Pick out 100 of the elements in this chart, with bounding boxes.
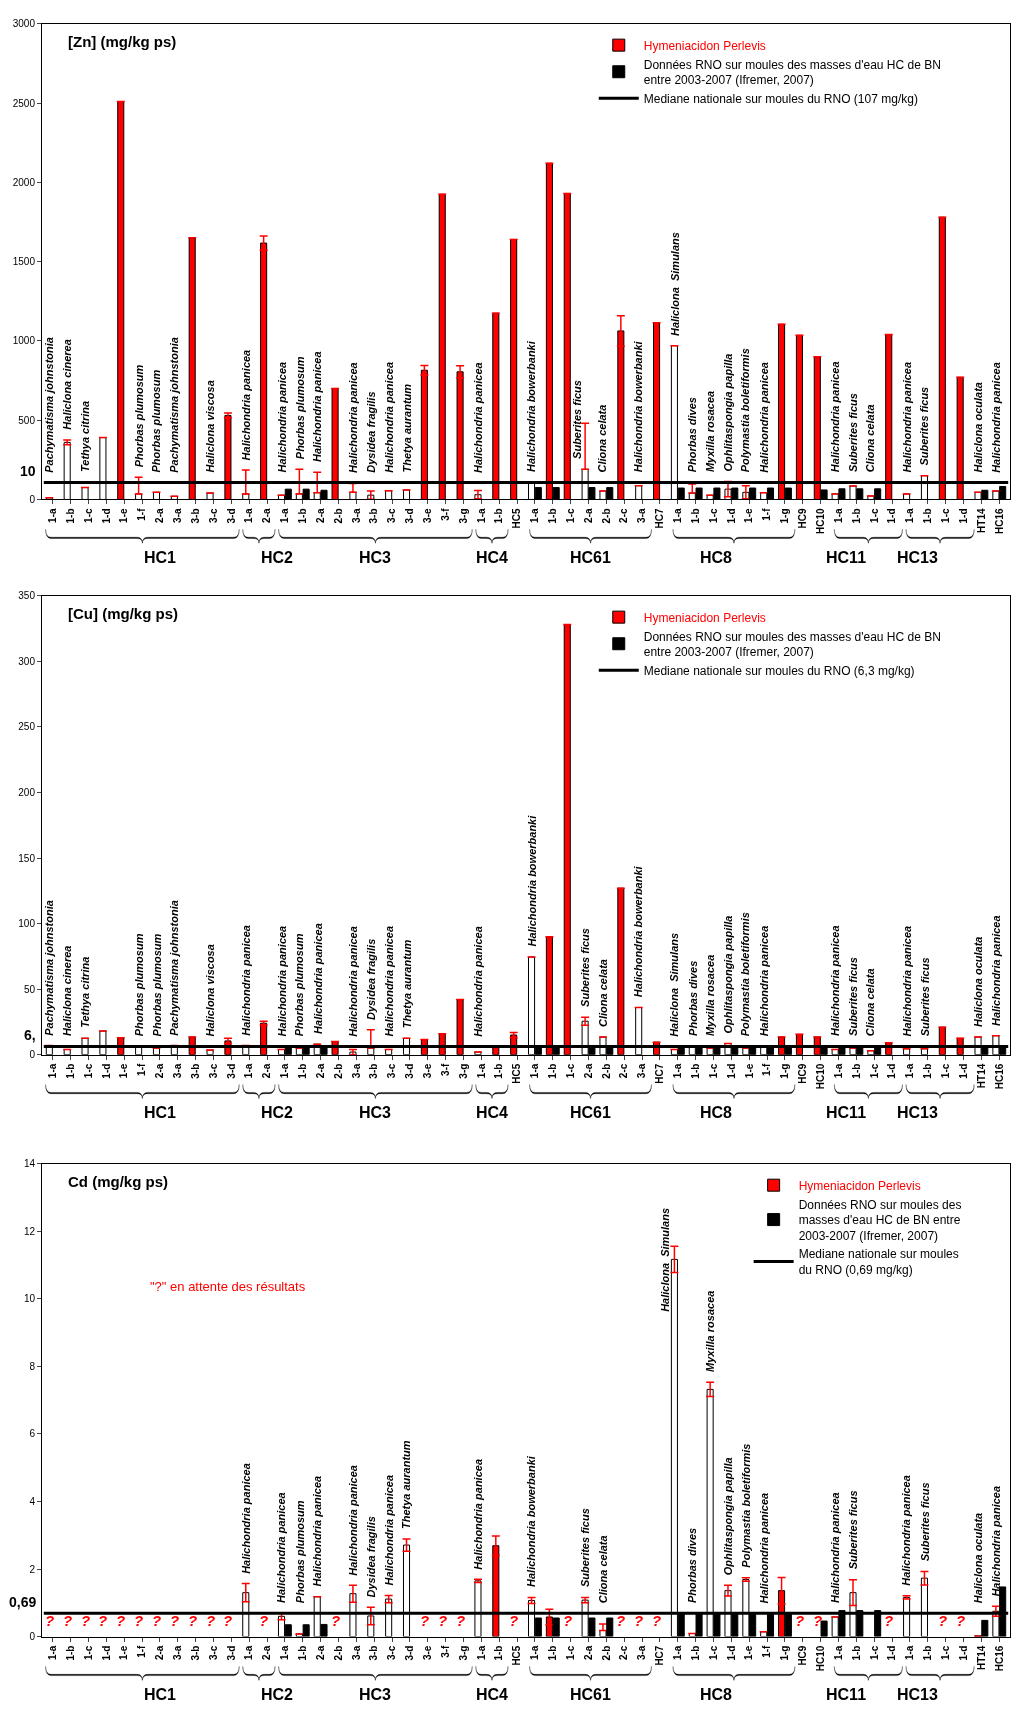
data-label: Haliclona oculata	[971, 1512, 984, 1604]
text: [Cu] (mg/kg ps)	[68, 605, 178, 622]
text: 0,69	[9, 1594, 37, 1610]
data-label: Myxilla rosacea	[704, 954, 717, 1037]
x-tick-label: HC7	[654, 508, 666, 529]
data-label: Phorbas dives	[686, 960, 699, 1036]
data-label: Pachymatisma johnstonia	[167, 337, 180, 473]
data-label: Haliclona Simulans	[659, 1207, 672, 1312]
x-tick-label: 2-a	[154, 1645, 166, 1661]
data-label: Halichondria bowerbanki	[525, 1455, 538, 1587]
data-label: Halichondria panicea	[275, 1492, 288, 1603]
x-tick-label: 1-c	[564, 1645, 576, 1661]
text: [Zn] (mg/kg ps)	[68, 33, 177, 50]
x-tick-label: 1-b	[297, 1645, 308, 1661]
data-label: Halichondria panicea	[989, 915, 1002, 1027]
x-tick-label: 1-a	[243, 1645, 255, 1661]
legend-label: Données RNO sur moules des masses d'eau HC de BN entre 2003-2007 (Ifremer, 2007)	[643, 629, 941, 660]
x-tick-label: 3-g	[457, 1063, 469, 1079]
data-label: Haliclona viscosa	[203, 944, 216, 1037]
x-tick-label: 2-a	[314, 508, 326, 523]
data-label: Halichondria panicea	[757, 362, 770, 473]
data-label: Haliclona cinerea	[60, 339, 73, 430]
x-tick-label: 1-a	[529, 508, 541, 523]
x-tick-label: 3-f	[439, 507, 451, 521]
x-tick-label: 1-d	[886, 508, 898, 524]
text: ?	[259, 1612, 269, 1629]
data-label: Phorbas dives	[686, 1527, 699, 1604]
x-tick-label: 1-d	[100, 1063, 112, 1079]
text: HC4	[476, 549, 509, 566]
x-tick-label: 3-g	[457, 508, 469, 524]
text: HC8	[700, 1686, 733, 1703]
x-tick-label: 1-c	[707, 508, 719, 523]
x-tick-label: 1-a	[672, 1645, 684, 1661]
x-tick-label: 1-e	[743, 1063, 755, 1079]
data-label: Myxilla rosacea	[704, 1290, 717, 1372]
data-label: Halichondria panicea	[240, 349, 253, 461]
text: ?	[170, 1612, 180, 1629]
y-tick-label: 250	[18, 721, 36, 733]
text: HC11	[826, 1104, 867, 1121]
data-label: Halichondria bowerbanki	[632, 865, 645, 998]
x-tick-label: 1-a	[46, 1645, 58, 1661]
x-tick-label: 1-a	[279, 1063, 291, 1079]
x-tick-label: HT14	[975, 1645, 987, 1671]
text: ?	[884, 1612, 894, 1629]
text: HC11	[826, 549, 867, 566]
x-tick-label: 3-f	[439, 1063, 451, 1076]
text: HC8	[700, 549, 733, 566]
data-label: Phorbas plumosum	[293, 933, 306, 1037]
x-tick-label: 1-b	[493, 508, 505, 524]
x-tick-label: 1-a	[832, 1063, 844, 1079]
text: ?	[45, 1612, 55, 1629]
x-tick-label: 1-b	[689, 1063, 701, 1079]
x-tick-label: 1-b	[547, 1063, 559, 1079]
x-tick-label: 1-b	[297, 1063, 308, 1079]
y-tick-label: 0	[29, 1049, 36, 1061]
x-tick-label: 1-b	[64, 508, 76, 524]
x-tick-label: 1-a	[475, 508, 487, 523]
y-tick-label: 350	[18, 590, 36, 602]
data-label: Halichondria bowerbanki	[525, 814, 538, 947]
x-tick-label: 3-c	[207, 1645, 219, 1661]
data-label: Halichondria panicea	[900, 361, 913, 473]
data-label: Halichondria panicea	[239, 1463, 252, 1574]
x-tick-label: 3-d	[225, 1063, 237, 1079]
x-tick-label: 1-d	[725, 508, 737, 524]
x-tick-label: 1-e	[118, 1645, 130, 1661]
data-label: Haliclona oculata	[972, 936, 985, 1027]
data-label: Halichondria bowerbanki	[525, 340, 538, 473]
text: HC61	[570, 1104, 612, 1121]
data-label: Suberites ficus	[847, 393, 860, 472]
x-tick-label: 1-g	[779, 508, 791, 524]
x-tick-label: 1-b	[547, 508, 559, 524]
x-tick-label: HC9	[797, 508, 809, 529]
x-tick-label: 3-d	[404, 1063, 416, 1079]
data-label: Thetya aurantum	[400, 383, 413, 473]
data-label: Thetya aurantum	[400, 1440, 413, 1530]
x-tick-label: 1-a	[904, 508, 916, 523]
data-label: Dysidea fragilis	[364, 391, 377, 473]
text: HC13	[897, 1686, 939, 1703]
data-label: Halichondria panicea	[347, 926, 360, 1037]
data-label: Haliclona Simulans	[668, 932, 680, 1037]
x-tick-label: 1-e	[118, 508, 130, 523]
text: ?	[134, 1612, 144, 1629]
x-tick-label: 1-b	[922, 1063, 934, 1079]
data-label: Ophlitaspongia papilla	[722, 353, 735, 472]
y-tick-label: 100	[18, 918, 36, 930]
data-label: Haliclona cinerea	[61, 945, 74, 1037]
text: ?	[563, 1612, 573, 1629]
legend-label: Hymeniacidon Perlevis	[643, 38, 766, 53]
y-tick-label: 4	[29, 1496, 36, 1508]
text: ?	[813, 1612, 823, 1629]
x-tick-label: 3-c	[386, 508, 398, 523]
x-tick-label: HC7	[654, 1645, 666, 1666]
text: ?	[188, 1612, 198, 1629]
x-tick-label: 1-a	[243, 508, 255, 523]
x-tick-label: 2-a	[154, 508, 166, 523]
text: ?	[331, 1612, 341, 1629]
text: ?	[116, 1612, 126, 1629]
data-label: Halichondria panicea	[346, 362, 359, 473]
x-tick-label: 1-d	[957, 1063, 969, 1079]
x-tick-label: 1-d	[886, 1645, 898, 1661]
